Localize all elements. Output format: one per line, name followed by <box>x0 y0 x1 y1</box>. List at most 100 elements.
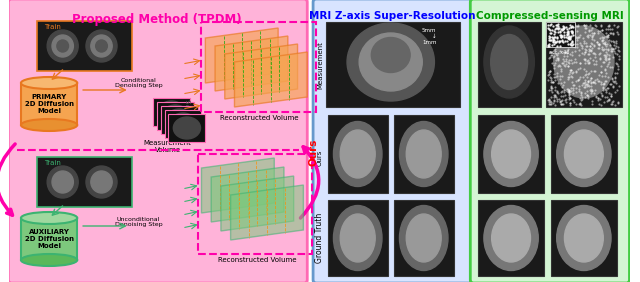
Point <box>552 53 563 57</box>
Point <box>596 70 607 74</box>
Ellipse shape <box>554 26 614 98</box>
Point <box>579 23 589 27</box>
Point <box>547 53 557 58</box>
Point <box>566 29 576 34</box>
Point <box>559 30 569 34</box>
Point <box>587 88 597 92</box>
Point <box>595 51 605 56</box>
Point <box>549 25 559 30</box>
Point <box>545 83 556 88</box>
Point <box>550 74 561 79</box>
Point <box>566 58 576 62</box>
Point <box>554 42 564 47</box>
Point <box>557 101 567 106</box>
Point <box>559 89 569 94</box>
Point <box>552 89 563 93</box>
Point <box>607 46 618 51</box>
Point <box>548 24 558 28</box>
Point <box>551 39 561 44</box>
Point <box>567 70 577 75</box>
Point <box>549 42 559 46</box>
Point <box>548 80 558 84</box>
Point <box>543 72 554 77</box>
Point <box>563 31 573 36</box>
Point <box>600 54 611 59</box>
Point <box>551 95 561 100</box>
Point <box>559 59 570 63</box>
Point <box>547 80 557 84</box>
Point <box>572 24 582 29</box>
Point <box>544 101 554 106</box>
Point <box>547 28 557 32</box>
Point <box>547 43 557 47</box>
Ellipse shape <box>371 38 410 72</box>
Point <box>547 40 557 45</box>
Point <box>608 83 618 88</box>
Point <box>593 78 603 83</box>
Point <box>577 46 588 50</box>
Point <box>564 96 575 101</box>
Point <box>594 79 604 83</box>
Point <box>579 40 589 45</box>
FancyBboxPatch shape <box>328 115 388 193</box>
Point <box>566 23 577 28</box>
Point <box>546 95 556 99</box>
Text: 5mm
↓
1mm: 5mm ↓ 1mm <box>422 28 436 45</box>
Ellipse shape <box>484 122 538 186</box>
Point <box>560 36 570 40</box>
Text: Proposed Method (TPDM): Proposed Method (TPDM) <box>72 13 242 26</box>
Point <box>551 42 561 47</box>
Point <box>550 84 561 89</box>
Point <box>596 23 607 27</box>
Point <box>599 82 609 87</box>
Point <box>613 67 623 72</box>
Point <box>550 88 560 92</box>
Ellipse shape <box>170 113 196 135</box>
Point <box>557 37 567 42</box>
Point <box>545 38 555 43</box>
Point <box>544 24 554 28</box>
Point <box>597 39 607 44</box>
Point <box>556 34 566 38</box>
Point <box>586 83 596 88</box>
Point <box>543 31 554 35</box>
Point <box>549 92 559 97</box>
Point <box>568 91 578 95</box>
Point <box>582 52 593 56</box>
Point <box>561 97 572 101</box>
Point <box>564 90 574 94</box>
Point <box>593 31 603 36</box>
Point <box>572 70 582 74</box>
Point <box>593 98 603 102</box>
Point <box>611 41 621 45</box>
Point <box>587 102 597 106</box>
Point <box>563 87 573 91</box>
Point <box>596 63 607 68</box>
Point <box>577 36 588 41</box>
Point <box>610 70 620 75</box>
Point <box>596 81 606 86</box>
Point <box>556 67 566 72</box>
Point <box>584 28 594 32</box>
Point <box>566 86 576 91</box>
Point <box>565 36 575 40</box>
Point <box>602 98 612 103</box>
Point <box>548 39 558 43</box>
Point <box>563 89 573 94</box>
Point <box>585 23 595 27</box>
Point <box>552 29 563 34</box>
Point <box>545 75 556 80</box>
Point <box>597 94 607 98</box>
Point <box>609 39 619 44</box>
Point <box>600 42 611 47</box>
Ellipse shape <box>340 214 375 262</box>
Point <box>550 39 560 44</box>
Point <box>605 82 615 87</box>
Point <box>557 61 568 66</box>
Point <box>600 57 610 61</box>
Point <box>589 69 599 74</box>
Point <box>543 27 554 31</box>
Point <box>544 72 554 76</box>
Point <box>548 34 559 39</box>
Point <box>559 32 569 37</box>
